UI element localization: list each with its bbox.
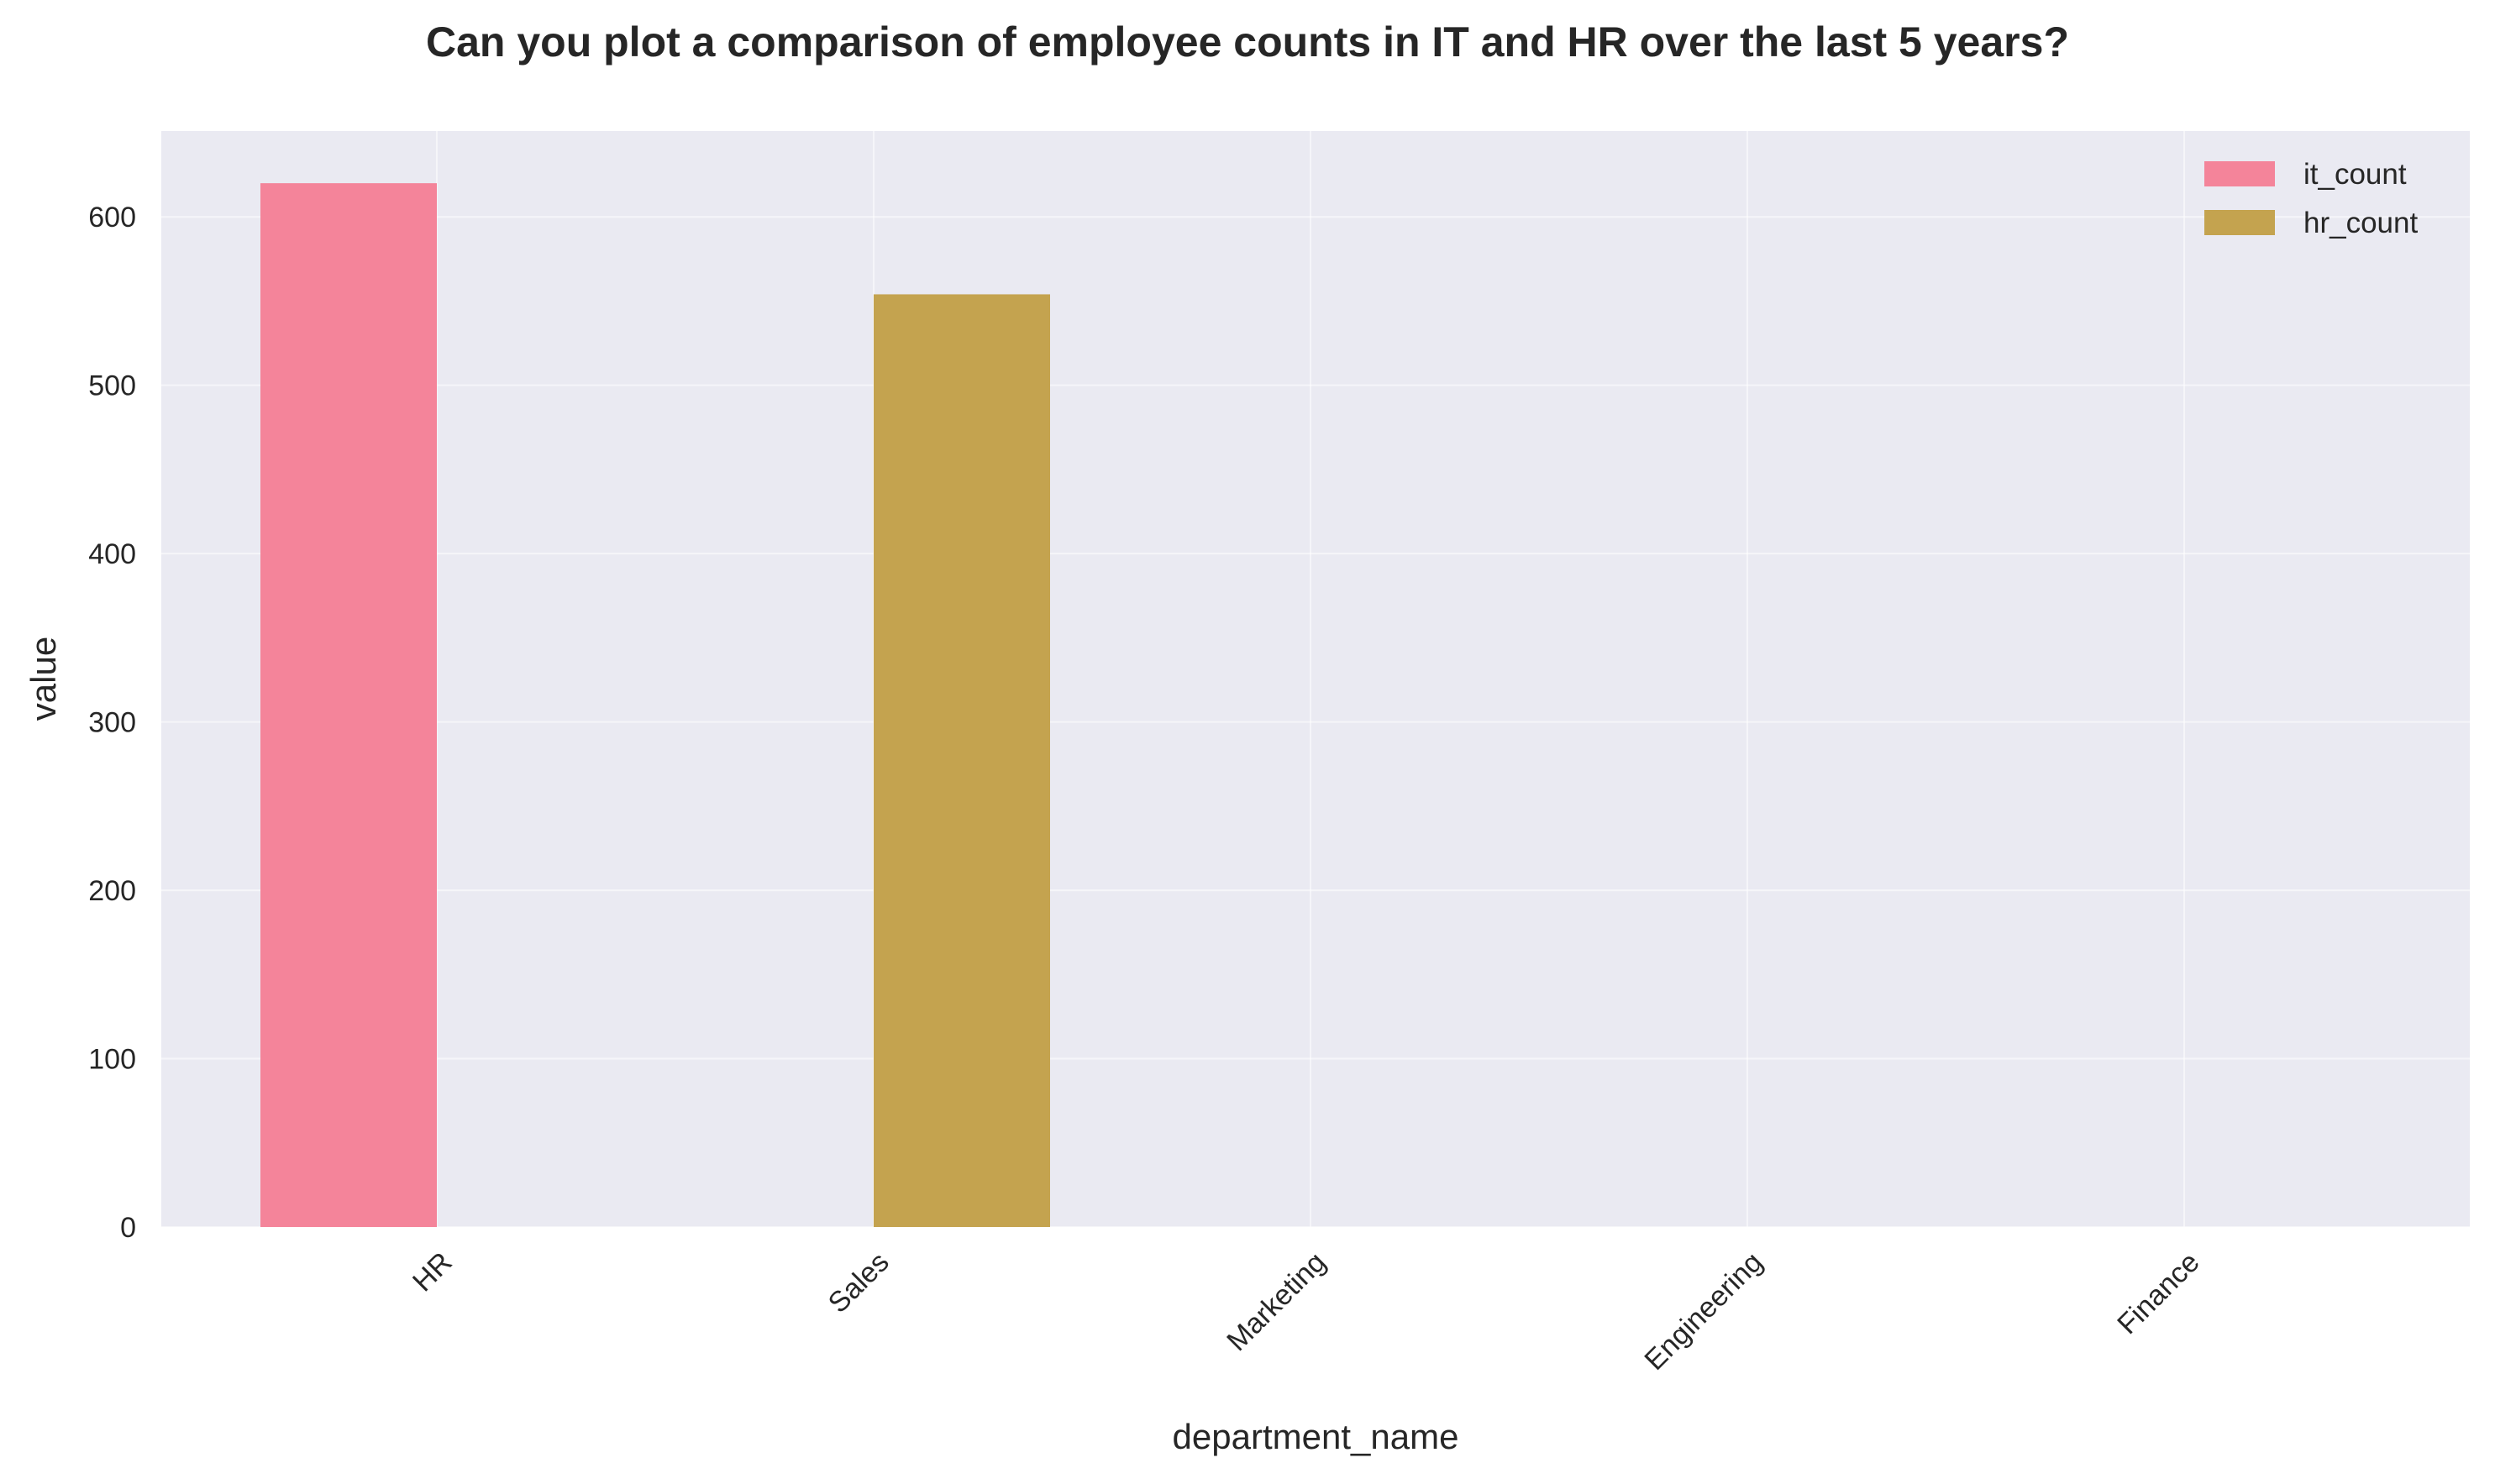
x-tick-label: HR (407, 1246, 459, 1298)
grid-lines (161, 131, 2470, 1228)
x-tick-label: Sales (822, 1246, 896, 1319)
legend-label-hr_count: hr_count (2303, 207, 2418, 239)
legend-label-it_count: it_count (2303, 158, 2407, 191)
bars (260, 183, 1050, 1228)
bar-hr_count-sales (874, 294, 1050, 1227)
y-tick-label: 600 (88, 202, 136, 233)
chart-title: Can you plot a comparison of employee co… (426, 18, 2069, 66)
legend: it_count hr_count (2204, 158, 2418, 239)
y-tick-label: 300 (88, 707, 136, 739)
y-tick-label: 500 (88, 370, 136, 402)
x-tick-label: Engineering (1638, 1246, 1768, 1377)
x-axis-label: department_name (1173, 1417, 1459, 1456)
bar-it_count-hr (260, 183, 437, 1228)
y-tick-label: 100 (88, 1044, 136, 1076)
x-tick-label: Marketing (1221, 1246, 1332, 1357)
legend-swatch-it_count (2204, 161, 2275, 186)
x-axis-ticks: HR Sales Marketing Engineering Finance (407, 1246, 2206, 1377)
y-tick-label: 400 (88, 538, 136, 570)
plot-area (161, 131, 2470, 1227)
y-axis-label: value (24, 637, 63, 721)
y-tick-label: 0 (120, 1212, 136, 1244)
legend-swatch-hr_count (2204, 210, 2275, 235)
y-axis-ticks: 0 100 200 300 400 500 600 (88, 202, 136, 1244)
x-tick-label: Finance (2111, 1246, 2205, 1340)
y-tick-label: 200 (88, 875, 136, 907)
